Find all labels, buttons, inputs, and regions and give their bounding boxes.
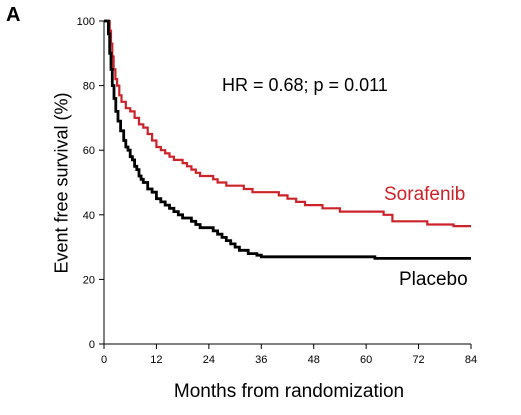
y-tick-label: 60 bbox=[83, 145, 95, 157]
y-axis-label: Event free survival (%) bbox=[51, 92, 72, 274]
x-tick-label: 84 bbox=[465, 354, 477, 366]
y-tick-label: 40 bbox=[83, 210, 95, 222]
x-tick-label: 0 bbox=[101, 354, 107, 366]
series-label-placebo: Placebo bbox=[399, 269, 468, 290]
axes: 0 20 40 60 80 100 0 12 24 36 48 60 72 84 bbox=[77, 16, 477, 366]
x-tick-label: 72 bbox=[412, 354, 424, 366]
panel-label: A bbox=[6, 4, 21, 26]
series-label-sorafenib: Sorafenib bbox=[384, 184, 466, 205]
x-tick-label: 36 bbox=[255, 354, 267, 366]
series-line-sorafenib bbox=[104, 19, 471, 228]
y-tick-label: 80 bbox=[83, 81, 95, 93]
series-line-placebo bbox=[104, 19, 471, 260]
y-tick-label: 0 bbox=[89, 339, 95, 351]
series-layer bbox=[104, 19, 471, 260]
x-tick-label: 24 bbox=[203, 354, 215, 366]
x-tick-label: 12 bbox=[150, 354, 162, 366]
y-tick-label: 100 bbox=[77, 16, 95, 28]
y-tick-label: 20 bbox=[83, 274, 95, 286]
x-tick-label: 48 bbox=[308, 354, 320, 366]
hazard-ratio-annotation: HR = 0.68; p = 0.011 bbox=[222, 75, 388, 95]
x-axis-label: Months from randomization bbox=[173, 381, 405, 402]
x-tick-label: 60 bbox=[360, 354, 372, 366]
